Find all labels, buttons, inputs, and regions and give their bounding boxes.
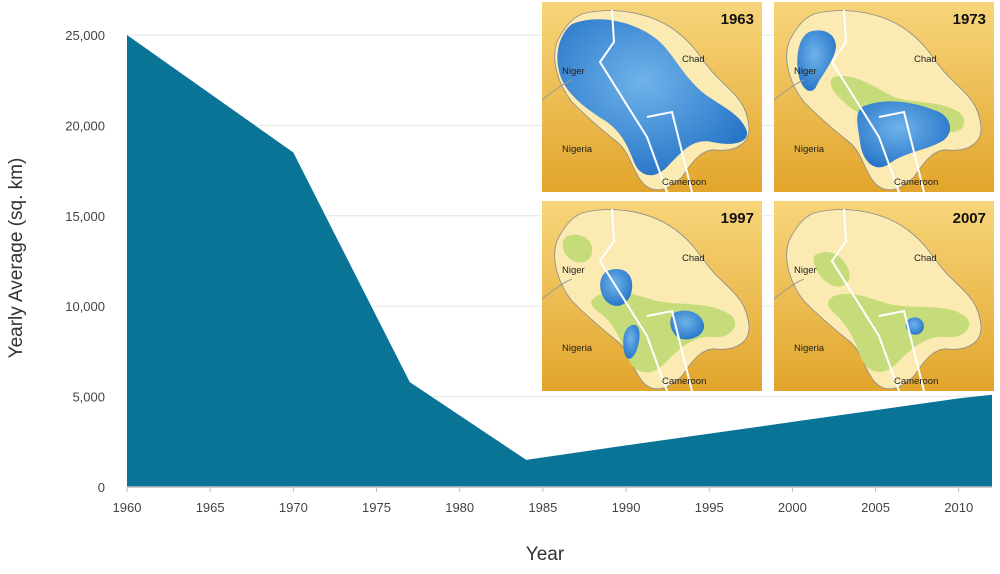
country-label: Niger [794,265,817,276]
country-label: Niger [794,66,817,77]
x-tick-label: 1965 [196,500,225,515]
x-axis-label: Year [526,544,565,565]
river [774,278,805,300]
lake-basin [554,209,750,390]
country-border [646,110,693,192]
country-border [878,110,925,192]
y-tick-label: 0 [98,480,105,495]
river [774,79,805,101]
country-label: Chad [914,54,937,65]
marsh-area [828,293,970,372]
country-label: Nigeria [562,144,593,155]
country-label: Nigeria [562,343,593,354]
inset-year-label: 1963 [721,11,754,28]
open-water [557,19,748,176]
lake-chad-map-insets: 1963 Niger Chad Nigeria Cameroon 1973 Niger Cha… [542,2,994,391]
x-tick-label: 1975 [362,500,391,515]
open-water [905,317,924,335]
map-inset-2007: 2007 Niger Chad Nigeria Cameroon [774,201,994,391]
x-tick-label: 1990 [612,500,641,515]
x-axis-ticks: 1960 1965 1970 1975 1980 1985 1990 1995 2000 2005… [113,487,973,515]
country-label: Cameroon [662,177,706,188]
inset-year-label: 1973 [953,11,986,28]
x-tick-label: 2010 [944,500,973,515]
y-tick-label: 15,000 [65,209,105,224]
country-border [878,309,925,391]
y-tick-label: 5,000 [72,390,105,405]
country-border [598,208,668,391]
country-label: Nigeria [794,343,825,354]
country-border [830,208,900,391]
marsh-area [562,234,593,263]
x-tick-label: 1995 [695,500,724,515]
country-label: Chad [682,54,705,65]
country-label: Niger [562,265,585,276]
country-label: Nigeria [794,144,825,155]
country-border [646,309,693,391]
inset-year-label: 1997 [721,210,754,227]
inset-year-label: 2007 [953,210,986,227]
x-tick-label: 1960 [113,500,142,515]
y-tick-label: 10,000 [65,299,105,314]
open-water [623,324,640,359]
y-axis-label: Yearly Average (sq. km) [6,158,27,359]
country-label: Niger [562,66,585,77]
open-water [797,30,836,92]
country-label: Cameroon [662,376,706,387]
river [542,278,573,300]
y-axis-ticks: 0 5,000 10,000 15,000 20,000 25,000 [65,28,105,495]
country-border [830,9,900,192]
map-inset-1973: 1973 Niger Chad Nigeria Cameroon [774,2,994,192]
x-tick-label: 2005 [861,500,890,515]
country-label: Chad [914,253,937,264]
x-tick-label: 1980 [445,500,474,515]
map-inset-1997: 1997 Niger Chad Nigeria Cameroon [542,201,762,391]
open-water [670,310,705,340]
x-tick-label: 2000 [778,500,807,515]
country-label: Cameroon [894,177,938,188]
x-tick-label: 1985 [528,500,557,515]
river [542,79,573,101]
country-label: Chad [682,253,705,264]
y-tick-label: 25,000 [65,28,105,43]
map-inset-1963: 1963 Niger Chad Nigeria Cameroon [542,2,762,192]
y-tick-label: 20,000 [65,118,105,133]
x-tick-label: 1970 [279,500,308,515]
area-fill [127,35,992,487]
area-series [127,35,992,487]
marsh-area [813,251,850,287]
open-water [857,101,951,168]
country-label: Cameroon [894,376,938,387]
country-border [598,9,668,192]
